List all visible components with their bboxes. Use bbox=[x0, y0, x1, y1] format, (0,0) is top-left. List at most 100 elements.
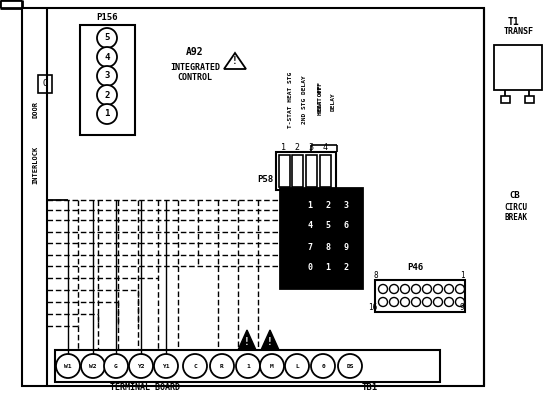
Circle shape bbox=[423, 297, 432, 307]
Bar bbox=[306, 155, 317, 187]
Circle shape bbox=[337, 238, 355, 256]
Text: 6: 6 bbox=[343, 222, 348, 231]
Bar bbox=[276, 152, 336, 190]
Text: 8: 8 bbox=[326, 243, 331, 252]
Text: P156: P156 bbox=[96, 13, 118, 23]
Text: 2: 2 bbox=[295, 143, 300, 152]
Text: A92: A92 bbox=[186, 47, 204, 57]
Circle shape bbox=[97, 47, 117, 67]
Text: P58: P58 bbox=[257, 175, 273, 184]
Text: 1: 1 bbox=[281, 143, 286, 152]
Text: T1: T1 bbox=[508, 17, 520, 27]
Text: !: ! bbox=[267, 337, 273, 347]
Circle shape bbox=[433, 284, 443, 293]
Circle shape bbox=[154, 354, 178, 378]
Text: BREAK: BREAK bbox=[505, 213, 527, 222]
Text: HEAT OFF: HEAT OFF bbox=[317, 85, 322, 115]
Text: CONTROL: CONTROL bbox=[177, 73, 213, 83]
Circle shape bbox=[285, 354, 309, 378]
Bar bbox=[320, 155, 331, 187]
Circle shape bbox=[319, 196, 337, 214]
Circle shape bbox=[378, 284, 387, 293]
Text: L: L bbox=[295, 363, 299, 369]
Circle shape bbox=[433, 297, 443, 307]
Circle shape bbox=[455, 297, 464, 307]
Bar bbox=[525, 96, 534, 103]
Circle shape bbox=[129, 354, 153, 378]
Circle shape bbox=[97, 66, 117, 86]
Text: 2: 2 bbox=[343, 263, 348, 273]
Text: HEAT OFF: HEAT OFF bbox=[317, 82, 322, 112]
Text: 0: 0 bbox=[307, 263, 312, 273]
Text: 4: 4 bbox=[104, 53, 110, 62]
Text: 4: 4 bbox=[307, 222, 312, 231]
Circle shape bbox=[260, 354, 284, 378]
Text: 1: 1 bbox=[326, 263, 331, 273]
Bar bbox=[292, 155, 303, 187]
Text: T-STAT HEAT STG: T-STAT HEAT STG bbox=[288, 72, 293, 128]
Text: Y2: Y2 bbox=[137, 363, 145, 369]
Circle shape bbox=[183, 354, 207, 378]
Circle shape bbox=[301, 196, 319, 214]
Circle shape bbox=[210, 354, 234, 378]
Circle shape bbox=[56, 354, 80, 378]
Text: C: C bbox=[193, 363, 197, 369]
Text: DOOR: DOOR bbox=[32, 102, 38, 118]
Bar bbox=[80, 25, 135, 135]
Circle shape bbox=[311, 354, 335, 378]
Circle shape bbox=[444, 284, 454, 293]
Circle shape bbox=[412, 284, 420, 293]
Circle shape bbox=[338, 354, 362, 378]
Text: 16: 16 bbox=[368, 303, 378, 312]
Text: P46: P46 bbox=[407, 263, 423, 273]
Circle shape bbox=[236, 354, 260, 378]
Circle shape bbox=[301, 217, 319, 235]
Bar bbox=[494, 45, 542, 90]
Text: 3: 3 bbox=[343, 201, 348, 209]
Circle shape bbox=[401, 297, 409, 307]
Bar bbox=[375, 280, 465, 312]
Text: 9: 9 bbox=[343, 243, 348, 252]
Text: 1: 1 bbox=[246, 363, 250, 369]
Polygon shape bbox=[238, 330, 256, 350]
Text: 2: 2 bbox=[326, 201, 331, 209]
Circle shape bbox=[444, 297, 454, 307]
Circle shape bbox=[337, 196, 355, 214]
Text: 1: 1 bbox=[460, 271, 464, 280]
Circle shape bbox=[104, 354, 128, 378]
Circle shape bbox=[423, 284, 432, 293]
Text: 9: 9 bbox=[460, 303, 464, 312]
Text: TB1: TB1 bbox=[362, 382, 378, 391]
Circle shape bbox=[455, 284, 464, 293]
Circle shape bbox=[301, 259, 319, 277]
Text: CB: CB bbox=[510, 190, 520, 199]
Text: 7: 7 bbox=[307, 243, 312, 252]
Text: O: O bbox=[42, 79, 48, 88]
Circle shape bbox=[389, 284, 398, 293]
Text: CIRCU: CIRCU bbox=[505, 203, 527, 211]
Text: 2ND STG DELAY: 2ND STG DELAY bbox=[302, 75, 307, 124]
Circle shape bbox=[337, 217, 355, 235]
Text: 0: 0 bbox=[321, 363, 325, 369]
Text: 5: 5 bbox=[326, 222, 331, 231]
Circle shape bbox=[97, 28, 117, 48]
Text: TRANSF: TRANSF bbox=[504, 28, 534, 36]
Polygon shape bbox=[261, 330, 279, 350]
Text: INTERLOCK: INTERLOCK bbox=[32, 146, 38, 184]
Text: !: ! bbox=[244, 337, 250, 347]
Circle shape bbox=[337, 259, 355, 277]
Text: W1: W1 bbox=[64, 363, 72, 369]
Circle shape bbox=[97, 104, 117, 124]
Text: !: ! bbox=[232, 56, 238, 66]
Text: G: G bbox=[114, 363, 118, 369]
Text: DELAY: DELAY bbox=[331, 92, 336, 111]
Circle shape bbox=[389, 297, 398, 307]
Circle shape bbox=[319, 259, 337, 277]
Text: 1: 1 bbox=[307, 201, 312, 209]
Text: 2: 2 bbox=[104, 90, 110, 100]
Circle shape bbox=[412, 297, 420, 307]
Text: R: R bbox=[220, 363, 224, 369]
Text: Y1: Y1 bbox=[162, 363, 170, 369]
Text: 8: 8 bbox=[374, 271, 378, 280]
Circle shape bbox=[319, 217, 337, 235]
